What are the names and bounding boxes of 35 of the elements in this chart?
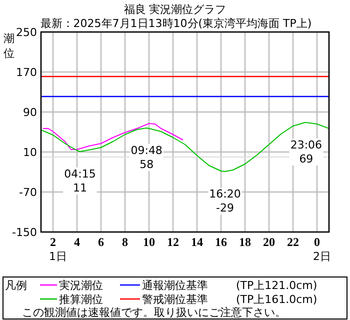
chart-subtitle: 最新：2025年7月1日13時10分(東京湾平均海面 TP上) xyxy=(40,17,312,30)
x-tick-label: 18 xyxy=(239,235,251,249)
chart-title: 福良 実況潮位グラフ xyxy=(124,3,226,16)
text: (TP上161.0cm) xyxy=(236,293,318,306)
y-tick-label: 90 xyxy=(23,106,37,119)
x-tick-label: 22 xyxy=(287,235,299,249)
y-tick-label: 250 xyxy=(16,26,37,39)
x-tick-label: 14 xyxy=(191,235,203,249)
x-tick-label: 0 xyxy=(314,235,320,249)
y-tick-label: -70 xyxy=(19,186,37,199)
y-tick-label: 10 xyxy=(23,146,37,159)
legend-label: 実況潮位 xyxy=(59,279,103,292)
annotation: 23:06 69 xyxy=(290,138,322,166)
legend-title: 凡例 xyxy=(5,279,27,292)
x-tick-label: 20 xyxy=(263,235,275,249)
x-tick-label: 6 xyxy=(98,235,104,249)
legend-label: 警戒潮位基準 xyxy=(142,293,208,306)
x-tick-label: 2 xyxy=(50,235,56,249)
y-axis-title: 潮位 xyxy=(4,32,14,60)
x-tick-label: 12 xyxy=(167,235,179,249)
x-tick-label: 10 xyxy=(143,235,155,249)
x-tick-label: 16 xyxy=(215,235,227,249)
legend-label: 推算潮位 xyxy=(59,293,103,306)
text: (TP上121.0cm) xyxy=(236,279,318,292)
text: 2日 xyxy=(313,250,331,263)
annotation: 04:15 11 xyxy=(64,168,96,194)
text: この観測値は速報値です。取り扱いにご注意下さい。 xyxy=(22,306,286,319)
annotation: 09:48 58 xyxy=(130,144,162,171)
x-tick-label: 4 xyxy=(74,235,80,249)
y-tick-label: -150 xyxy=(12,226,37,239)
legend-label: 通報潮位基準 xyxy=(142,279,208,292)
annotation: 16:20 -29 xyxy=(209,188,241,214)
text: 1日 xyxy=(49,250,67,263)
y-tick-label: 170 xyxy=(16,66,37,79)
x-tick-label: 8 xyxy=(122,235,128,249)
